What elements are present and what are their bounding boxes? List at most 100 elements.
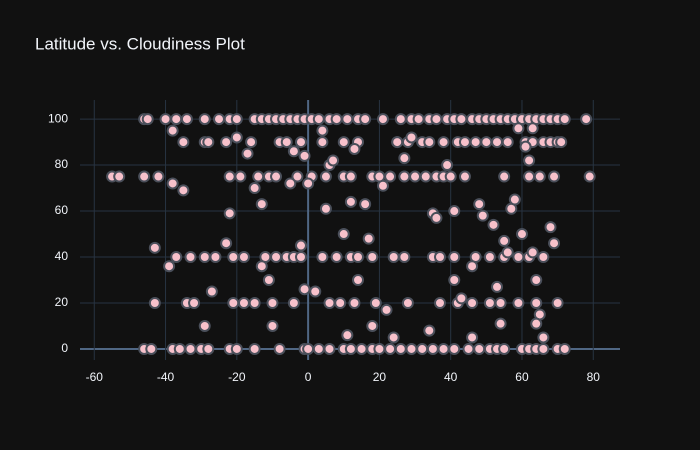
point xyxy=(448,205,461,218)
point xyxy=(494,317,507,330)
point xyxy=(580,113,593,126)
point xyxy=(330,113,343,126)
point xyxy=(416,342,429,355)
point xyxy=(234,170,247,183)
point xyxy=(198,319,211,332)
point xyxy=(530,274,543,286)
point xyxy=(198,251,211,264)
point xyxy=(548,170,561,183)
point xyxy=(462,342,475,355)
x-tick-label: 40 xyxy=(444,370,458,384)
point xyxy=(558,113,571,126)
point xyxy=(458,170,471,183)
point xyxy=(166,177,179,190)
point xyxy=(227,251,240,264)
point xyxy=(501,246,514,259)
point xyxy=(170,251,183,264)
point xyxy=(348,142,361,155)
point xyxy=(352,251,365,264)
point xyxy=(177,136,190,149)
point xyxy=(405,342,418,355)
point xyxy=(337,228,350,241)
point xyxy=(166,124,179,137)
point xyxy=(245,136,258,149)
point xyxy=(163,260,176,273)
point xyxy=(366,251,379,264)
point xyxy=(437,136,450,149)
point xyxy=(270,170,283,183)
point xyxy=(501,136,514,149)
point xyxy=(430,113,443,126)
point xyxy=(551,296,564,309)
point xyxy=(280,136,293,149)
point xyxy=(220,136,233,149)
point xyxy=(380,303,393,316)
point xyxy=(205,285,218,298)
chart-title: Latitude vs. Cloudiness Plot xyxy=(35,34,245,53)
point xyxy=(448,251,461,264)
point xyxy=(230,342,243,355)
point xyxy=(391,136,404,149)
point xyxy=(466,260,479,273)
point xyxy=(352,274,365,286)
point xyxy=(323,296,336,309)
point xyxy=(248,182,261,195)
point xyxy=(373,342,386,355)
point xyxy=(341,329,354,342)
point xyxy=(398,152,411,165)
point xyxy=(148,296,161,309)
point xyxy=(223,207,236,220)
point xyxy=(483,296,496,309)
point xyxy=(455,113,468,126)
point xyxy=(252,170,265,183)
point xyxy=(177,184,190,197)
point xyxy=(398,170,411,183)
point xyxy=(302,177,315,190)
point xyxy=(316,251,329,264)
point xyxy=(266,319,279,332)
point xyxy=(145,342,158,355)
point xyxy=(523,154,536,167)
point xyxy=(294,251,307,264)
point xyxy=(423,136,436,149)
point xyxy=(148,241,161,254)
point xyxy=(466,296,479,309)
point xyxy=(202,342,215,355)
point xyxy=(298,283,311,296)
point xyxy=(558,342,571,355)
point xyxy=(323,342,336,355)
point xyxy=(448,342,461,355)
point xyxy=(359,198,372,211)
point xyxy=(334,296,347,309)
point xyxy=(448,274,461,286)
point xyxy=(316,124,329,137)
point xyxy=(409,170,422,183)
point xyxy=(512,296,525,309)
point xyxy=(255,260,268,273)
point xyxy=(508,193,521,206)
point xyxy=(348,296,361,309)
point xyxy=(355,342,368,355)
point xyxy=(248,342,261,355)
point xyxy=(376,113,389,126)
point xyxy=(294,239,307,252)
point xyxy=(512,251,525,264)
point xyxy=(515,228,528,241)
point xyxy=(466,331,479,344)
point xyxy=(487,218,500,231)
point xyxy=(298,149,311,162)
point xyxy=(184,251,197,264)
point xyxy=(319,202,332,215)
point xyxy=(237,296,250,309)
point xyxy=(476,209,489,222)
point xyxy=(291,170,304,183)
point xyxy=(302,342,315,355)
point xyxy=(330,251,343,264)
point xyxy=(498,342,511,355)
point xyxy=(284,177,297,190)
point xyxy=(209,251,222,264)
point xyxy=(227,296,240,309)
point xyxy=(394,113,407,126)
y-tick-label: 100 xyxy=(48,111,68,125)
